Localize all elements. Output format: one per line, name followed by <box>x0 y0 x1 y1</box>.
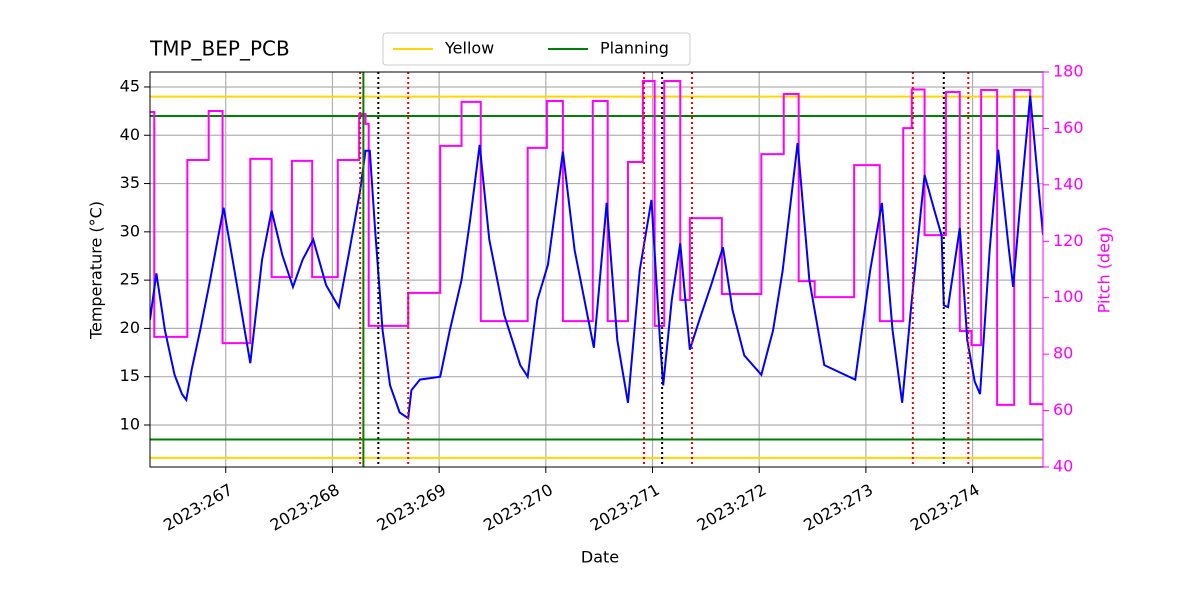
legend-label: Yellow <box>444 39 494 58</box>
y2-tick-label: 100 <box>1053 287 1084 306</box>
y-tick-label: 25 <box>120 270 140 289</box>
data-line <box>150 80 1043 406</box>
y2-axis-label: Pitch (deg) <box>1095 227 1114 314</box>
x-tick-label: 2023:272 <box>694 480 770 535</box>
y2-tick-label: 160 <box>1053 118 1084 137</box>
y2-tick-label: 80 <box>1053 344 1073 363</box>
y-tick-label: 30 <box>120 221 140 240</box>
x-tick-label: 2023:271 <box>587 480 663 535</box>
y-tick-label: 20 <box>120 318 140 337</box>
x-tick-label: 2023:267 <box>160 480 236 535</box>
y2-tick-label: 60 <box>1053 400 1073 419</box>
x-axis-label: Date <box>581 548 619 567</box>
y2-tick-label: 180 <box>1053 62 1084 81</box>
data-line <box>150 95 1043 420</box>
x-tick-label: 2023:268 <box>267 480 343 535</box>
y2-tick-label: 120 <box>1053 231 1084 250</box>
y-axis-label: Temperature (°C) <box>87 201 106 340</box>
y-tick-label: 10 <box>120 414 140 433</box>
chart-title: TMP_BEP_PCB <box>149 37 290 61</box>
y2-tick-label: 40 <box>1053 457 1073 476</box>
x-tick-label: 2023:270 <box>480 480 556 535</box>
x-tick-label: 2023:273 <box>800 480 876 535</box>
x-tick-label: 2023:269 <box>373 480 449 535</box>
y-tick-label: 35 <box>120 173 140 192</box>
y2-tick-label: 140 <box>1053 174 1084 193</box>
y-tick-label: 45 <box>120 76 140 95</box>
y-tick-label: 40 <box>120 125 140 144</box>
x-tick-label: 2023:274 <box>907 480 983 535</box>
legend-box <box>382 32 691 66</box>
plot-frame <box>149 71 1044 468</box>
legend-label: Planning <box>600 39 669 58</box>
y-tick-label: 15 <box>120 366 140 385</box>
